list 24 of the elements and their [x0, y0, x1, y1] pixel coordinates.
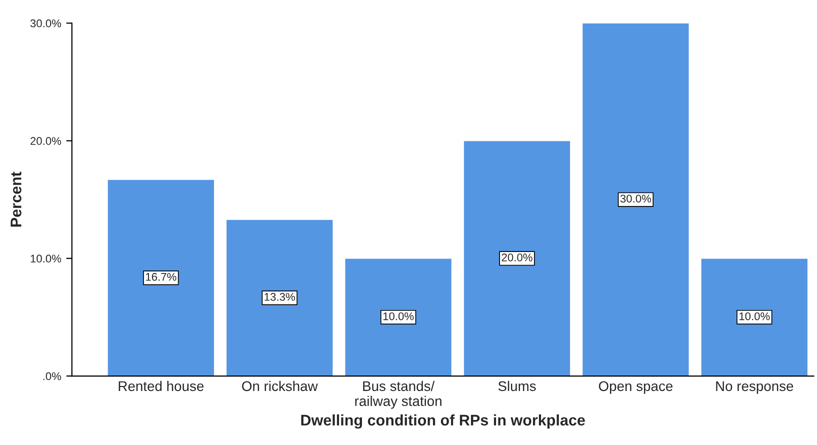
bar: [226, 219, 334, 376]
x-tick-label: Open space: [598, 381, 673, 394]
y-axis-title: Percent: [10, 172, 22, 227]
data-label: 20.0%: [502, 254, 532, 262]
data-label: 10.0%: [383, 312, 414, 320]
x-tick-label: Slums: [498, 380, 536, 392]
bar: [582, 23, 690, 376]
x-axis-title: Dwelling condition of RPs in workplace: [301, 414, 585, 429]
bar: [463, 140, 571, 376]
x-tick-label: Rented house: [118, 380, 204, 392]
y-tick-label: 10.0%: [30, 254, 62, 263]
bar: [344, 258, 452, 376]
x-tick-label: No response: [716, 381, 794, 394]
y-tick-label: .0%: [43, 372, 62, 380]
data-label: 16.7%: [146, 272, 176, 281]
y-tick-label: 20.0%: [30, 137, 62, 145]
y-tick-label: 30.0%: [30, 19, 62, 28]
data-label: 13.3%: [264, 292, 295, 301]
data-label: 30.0%: [620, 194, 652, 203]
bar: [700, 258, 808, 376]
bar: [107, 179, 215, 376]
x-tick-label: On rickshaw: [242, 380, 318, 392]
x-tick-label: Bus stands/ railway station: [355, 380, 442, 409]
data-label: 10.0%: [739, 312, 770, 320]
